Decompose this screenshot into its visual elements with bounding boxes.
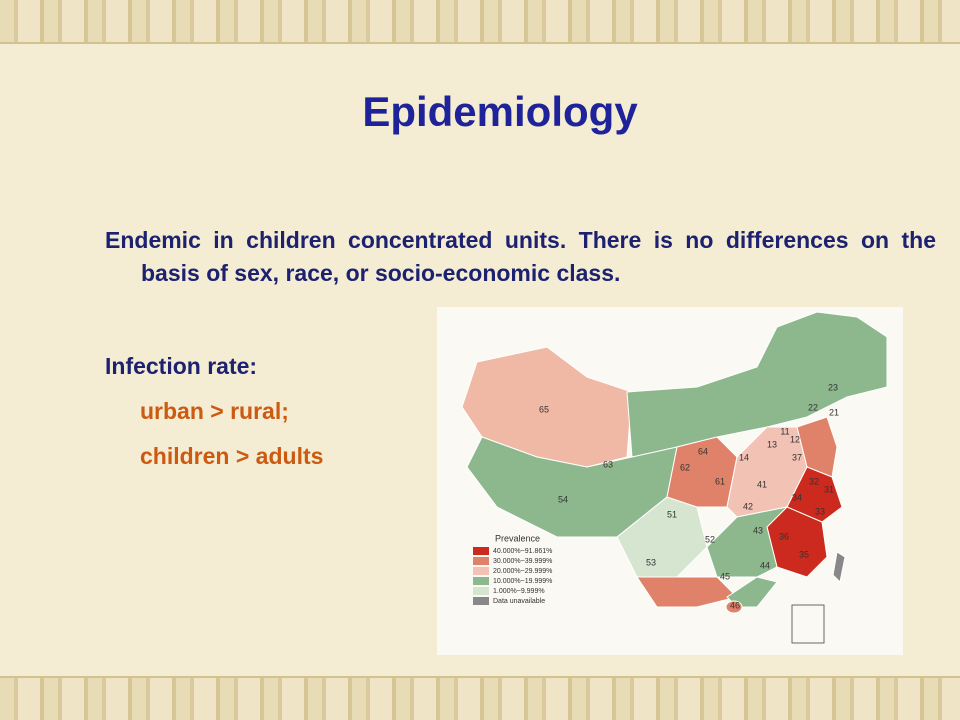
region-label: 23	[828, 382, 838, 392]
decorative-border	[0, 676, 960, 720]
legend-title: Prevalence	[495, 533, 540, 543]
legend-label: Data unavailable	[493, 598, 545, 605]
region	[796, 416, 838, 478]
region-label: 62	[680, 462, 690, 472]
slide-title: Epidemiology	[362, 88, 638, 135]
region-label: 65	[539, 404, 549, 414]
legend-swatch	[473, 547, 489, 555]
region-label: 37	[792, 452, 802, 462]
region-label: 44	[760, 560, 770, 570]
region-label: 64	[698, 446, 708, 456]
legend-label: 1.000%~9.999%	[493, 588, 545, 595]
region-label: 11	[780, 426, 789, 436]
region-label: 43	[753, 525, 763, 535]
inset-frame	[791, 604, 825, 644]
region-label: 63	[603, 459, 613, 469]
legend-swatch	[473, 587, 489, 595]
legend-swatch	[473, 597, 489, 605]
region-label: 36	[779, 531, 789, 541]
region-label: 14	[739, 452, 749, 462]
region-label: 34	[792, 492, 802, 502]
region-label: 31	[824, 484, 834, 494]
legend-label: 30.000%~39.999%	[493, 558, 552, 565]
region	[786, 466, 843, 523]
region-label: 35	[799, 549, 809, 559]
legend-label: 10.000%~19.999%	[493, 578, 552, 585]
region	[725, 600, 743, 614]
region-label: 33	[815, 506, 825, 516]
region-label: 46	[730, 600, 740, 610]
region-label: 54	[558, 494, 568, 504]
region	[832, 551, 846, 584]
paragraph: Endemic in children concentrated units. …	[105, 227, 936, 286]
legend-label: 20.000%~29.999%	[493, 568, 552, 575]
region-label: 13	[767, 439, 777, 449]
region-label: 42	[743, 501, 753, 511]
legend-swatch	[473, 557, 489, 565]
region-label: 41	[757, 479, 767, 489]
legend-label: 40.000%~91.861%	[493, 548, 552, 555]
region-label: 12	[790, 434, 800, 444]
region-label: 53	[646, 557, 656, 567]
region-label: 61	[715, 476, 725, 486]
prevalence-map: Prevalence 40.000%~91.861% 30.000%~39.999…	[437, 307, 903, 655]
decorative-border	[0, 0, 960, 44]
region	[461, 346, 633, 468]
region-label: 52	[705, 534, 715, 544]
label: Infection rate:	[105, 353, 258, 379]
map-regions	[461, 311, 888, 614]
region-label: 45	[720, 571, 730, 581]
list-item: children > adults	[140, 443, 324, 469]
list-item: urban > rural;	[140, 398, 289, 424]
legend-swatch	[473, 577, 489, 585]
region	[706, 506, 789, 578]
region-label: 32	[809, 476, 819, 486]
legend-swatch	[473, 567, 489, 575]
region-label: 21	[829, 407, 839, 417]
region-label: 22	[808, 402, 818, 412]
region-label: 51	[667, 509, 677, 519]
